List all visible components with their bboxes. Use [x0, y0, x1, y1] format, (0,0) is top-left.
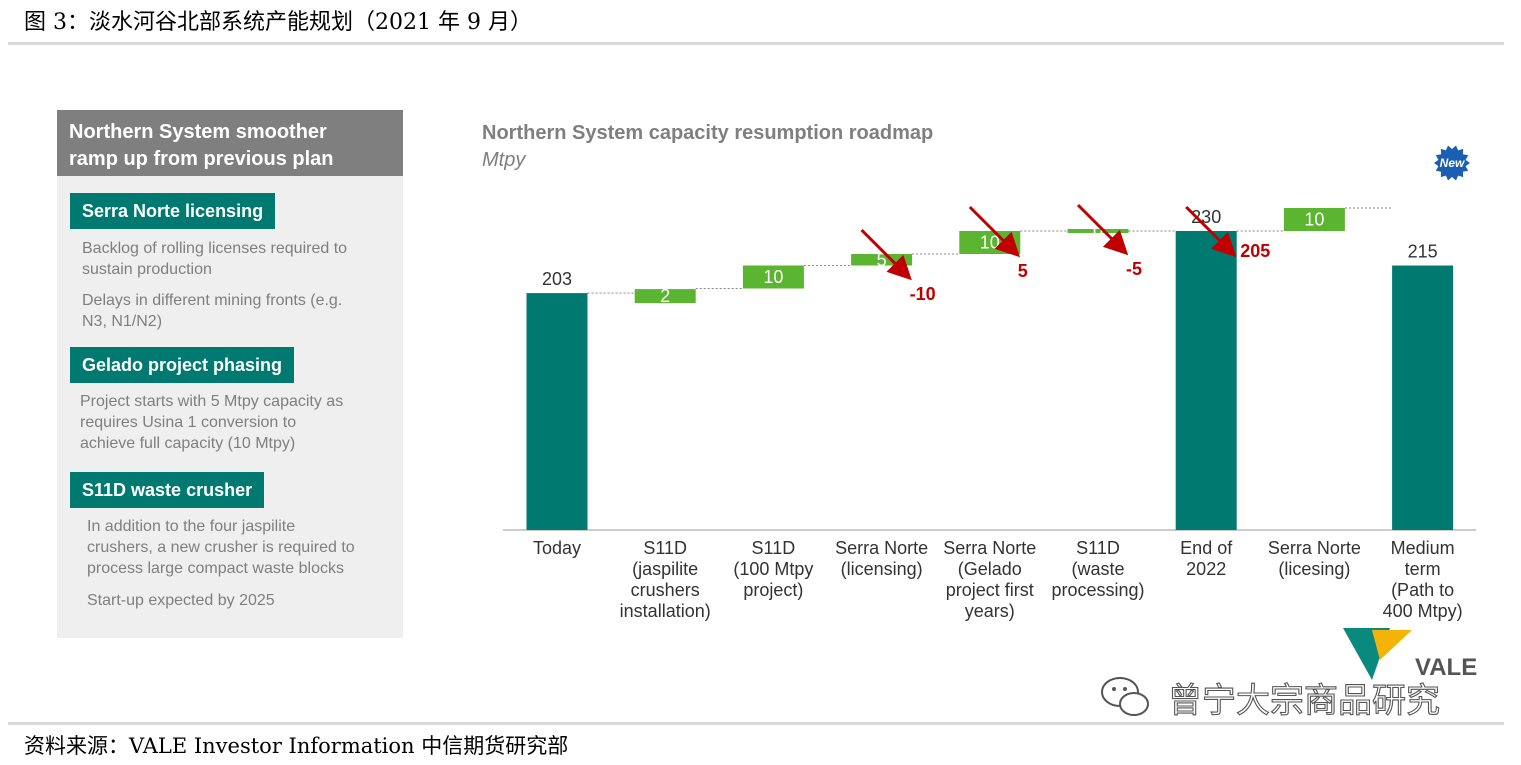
new-badge: New: [1434, 145, 1470, 181]
chart-subtitle: Mtpy: [482, 149, 526, 171]
top-rule: [8, 42, 1504, 45]
paragraph-line: crushers, a new crusher is required to: [87, 539, 355, 556]
bar-value-label: 5: [877, 250, 887, 270]
paragraph-line: process large compact waste blocks: [87, 560, 344, 577]
paragraph-line: Backlog of rolling licenses required to: [82, 240, 348, 257]
section-title-gelado: Gelado project phasing: [70, 347, 295, 383]
section-title-serra-norte: Serra Norte licensing: [70, 193, 276, 229]
category-tick-label: installation): [620, 601, 711, 621]
paragraph-line: Project starts with 5 Mtpy capacity as: [80, 393, 344, 410]
category-tick-label: crushers: [631, 580, 700, 600]
category-tick-label: (licesing): [1278, 559, 1350, 579]
category-tick-label: Serra Norte: [835, 538, 928, 558]
bar: [1283, 208, 1345, 231]
category-tick-label: project first: [946, 580, 1034, 600]
bar: [1175, 231, 1237, 530]
bar: [851, 254, 913, 266]
paragraph-line: Start-up expected by 2025: [87, 592, 275, 609]
bar: [634, 289, 696, 304]
section-paragraph: In addition to the four jaspilite crushe…: [87, 516, 387, 579]
category-tick-label: 400 Mtpy): [1383, 601, 1463, 621]
section-paragraph: Start-up expected by 2025: [87, 590, 387, 611]
chart-title: Northern System capacity resumption road…: [482, 122, 933, 144]
bar: [742, 265, 804, 289]
figure-source: 资料来源：VALE Investor Information 中信期货研究部: [24, 734, 569, 758]
bars-layer: 203Today2S11D(jaspilitecrushersinstallat…: [503, 203, 1476, 621]
bar: [1067, 229, 1129, 233]
notes-panel: Northern System smoother ramp up from pr…: [57, 110, 403, 638]
category-tick-label: processing): [1051, 580, 1144, 600]
panel-header-line: ramp up from previous plan: [69, 148, 334, 170]
category-tick-label: years): [965, 601, 1015, 621]
bottom-rule: [8, 722, 1504, 725]
revision-arrow: [860, 228, 912, 281]
panel-header: Northern System smoother ramp up from pr…: [57, 110, 403, 176]
category-tick-label: (jaspilite: [632, 559, 698, 579]
revision-label: -5: [1126, 259, 1142, 279]
section-title-s11d-crusher: S11D waste crusher: [70, 472, 265, 508]
category-tick-label: 2022: [1186, 559, 1226, 579]
bar: [526, 293, 588, 530]
new-badge-seal-icon: [1434, 145, 1470, 181]
revision-label: -10: [910, 284, 936, 304]
category-tick-label: (waste: [1071, 559, 1124, 579]
figure-title: 图 3：淡水河谷北部系统产能规划（2021 年 9 月）: [24, 10, 532, 35]
bar-value-label: 203: [542, 269, 572, 289]
paragraph-line: sustain production: [82, 261, 212, 278]
revision-label: 205: [1240, 241, 1270, 261]
category-tick-label: (Path to: [1391, 580, 1454, 600]
bar-value-label: 10: [763, 267, 783, 287]
category-tick-label: (100 Mtpy: [733, 559, 813, 579]
category-tick-label: term: [1405, 559, 1441, 579]
bar-value-label: 2: [660, 286, 670, 306]
category-tick-label: Serra Norte: [1268, 538, 1361, 558]
category-tick-label: Medium: [1391, 538, 1455, 558]
watermark-text: 曾宁大宗商品研究: [1168, 681, 1440, 721]
wechat-icon: [1101, 677, 1149, 716]
revision-arrow: [968, 205, 1021, 258]
revision-arrow: [1185, 205, 1237, 258]
paragraph-line: achieve full capacity (10 Mtpy): [80, 435, 296, 452]
new-badge-label: New: [1440, 156, 1465, 170]
paragraph-line: requires Usina 1 conversion to: [80, 414, 297, 431]
category-tick-label: S11D: [643, 538, 687, 558]
paragraph-line: In addition to the four jaspilite: [87, 518, 296, 535]
category-tick-label: (Gelado: [958, 559, 1022, 579]
section-paragraph: Delays in different mining fronts (e.g. …: [82, 290, 382, 332]
bar-value-label: 10: [1304, 210, 1324, 230]
revision-arrow: [1076, 203, 1129, 256]
category-tick-label: (licensing): [841, 559, 923, 579]
bar-value-label: 215: [1408, 242, 1438, 262]
paragraph-line: Delays in different mining fronts (e.g.: [82, 292, 343, 309]
bar: [1392, 265, 1454, 530]
vale-logo: VALE: [1343, 628, 1477, 681]
vale-v-logo-accent: [1372, 630, 1412, 660]
category-tick-label: S11D: [1076, 538, 1120, 558]
category-tick-label: Today: [533, 538, 581, 558]
category-tick-label: End of: [1180, 538, 1233, 558]
section-paragraph: Project starts with 5 Mtpy capacity as r…: [80, 391, 380, 454]
category-tick-label: Serra Norte: [943, 538, 1036, 558]
panel-header-line: Northern System smoother: [69, 121, 327, 143]
bar-value-label: 0: [1093, 221, 1103, 241]
category-tick-label: S11D: [752, 538, 796, 558]
category-tick-label: project): [743, 580, 803, 600]
paragraph-line: N3, N1/N2): [82, 313, 163, 330]
bar-value-label: 230: [1191, 207, 1221, 227]
section-paragraph: Backlog of rolling licenses required to …: [82, 238, 382, 280]
revision-label: 5: [1018, 261, 1028, 281]
vale-logo-text: VALE: [1415, 654, 1477, 681]
